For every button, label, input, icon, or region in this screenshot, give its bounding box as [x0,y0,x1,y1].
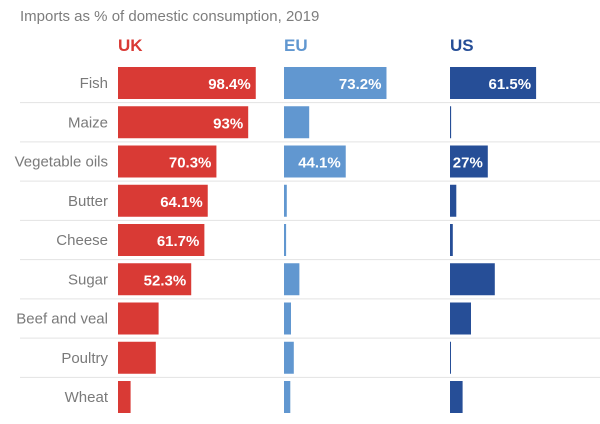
bar-label-eu-fish: 73.2% [339,76,382,93]
bar-us-sugar [450,263,495,296]
bar-us-butter [450,184,457,217]
bar-eu-beef-and-veal [284,302,291,335]
bar-uk-wheat [118,381,131,413]
bar-label-uk-cheese: 61.7% [157,233,200,250]
bar-label-uk-fish: 98.4% [208,76,251,93]
bar-uk-butter [118,184,208,217]
bar-us-maize [450,106,452,139]
bar-uk-maize [118,106,249,139]
bar-eu-cheese [284,224,287,256]
bar-label-uk-sugar: 52.3% [144,272,187,289]
bar-uk-vegetable-oils [118,145,217,178]
bar-us-fish [450,67,537,99]
panel-title-us: US [450,36,474,55]
row-separators [20,102,600,378]
category-label-beef-and-veal: Beef and veal [16,311,108,328]
panel-title-uk: UK [118,36,143,55]
bar-eu-maize [284,106,310,139]
bar-label-us-vegetable-oils: 27% [453,155,483,172]
bar-uk-fish [118,67,256,99]
bar-eu-vegetable-oils [284,145,346,178]
category-label-sugar: Sugar [68,271,108,288]
bar-us-cheese [450,224,453,256]
bar-label-uk-maize: 93% [213,115,243,132]
category-label-fish: Fish [80,75,108,92]
bar-eu-wheat [284,381,291,413]
bar-uk-sugar [118,263,192,296]
category-label-maize: Maize [68,114,108,131]
panel-eu: EU 73.2% 44.1% [284,36,387,413]
bar-uk-beef-and-veal [118,302,159,335]
bar-uk-cheese [118,224,205,256]
category-label-cheese: Cheese [56,232,108,249]
bar-uk-poultry [118,341,156,374]
bar-eu-sugar [284,263,300,296]
bar-label-us-fish: 61.5% [489,76,532,93]
chart-panels: UK 98.4% 93% 70.3% 64.1% 61.7% 52.3% EU 73.2% 44.… [118,36,537,413]
category-label-butter: Butter [68,193,108,210]
panel-uk: UK 98.4% 93% 70.3% 64.1% 61.7% 52.3% [118,36,256,413]
bar-us-beef-and-veal [450,302,471,335]
category-label-poultry: Poultry [61,350,108,367]
category-label-vegetable-oils: Vegetable oils [15,154,108,171]
panel-us: US 61.5% 27% [450,36,537,413]
chart-subtitle: Imports as % of domestic consumption, 20… [20,8,319,25]
category-labels: Fish Maize Vegetable oils Butter Cheese Sugar… [15,75,109,406]
bar-us-vegetable-oils [450,145,488,178]
bar-eu-fish [284,67,387,99]
bar-label-uk-butter: 64.1% [160,194,203,211]
bar-label-eu-vegetable-oils: 44.1% [298,155,341,172]
panel-title-eu: EU [284,36,308,55]
bar-label-uk-vegetable-oils: 70.3% [169,155,212,172]
bar-us-wheat [450,381,463,413]
bar-us-poultry [450,341,451,374]
category-label-wheat: Wheat [65,389,109,406]
bar-eu-poultry [284,341,294,374]
bar-eu-butter [284,184,287,217]
